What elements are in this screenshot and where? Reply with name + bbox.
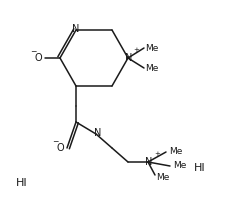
Text: Me: Me (156, 173, 170, 181)
Text: N: N (125, 53, 133, 63)
Text: +: + (133, 47, 139, 53)
Text: O: O (34, 53, 42, 63)
Text: HI: HI (194, 163, 206, 173)
Text: −: − (52, 138, 58, 147)
Text: HI: HI (16, 178, 28, 188)
Text: O: O (56, 143, 64, 153)
Text: Me: Me (169, 148, 183, 156)
Text: +: + (154, 151, 160, 157)
Text: N: N (145, 157, 153, 167)
Text: −: − (30, 47, 36, 57)
Text: N: N (72, 24, 80, 34)
Text: Me: Me (145, 44, 159, 52)
Text: Me: Me (173, 162, 187, 170)
Text: N: N (94, 128, 102, 138)
Text: Me: Me (145, 63, 159, 72)
